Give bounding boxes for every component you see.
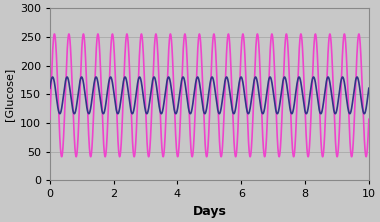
Y-axis label: [Glucose]: [Glucose] [4,67,14,121]
X-axis label: Days: Days [192,205,226,218]
